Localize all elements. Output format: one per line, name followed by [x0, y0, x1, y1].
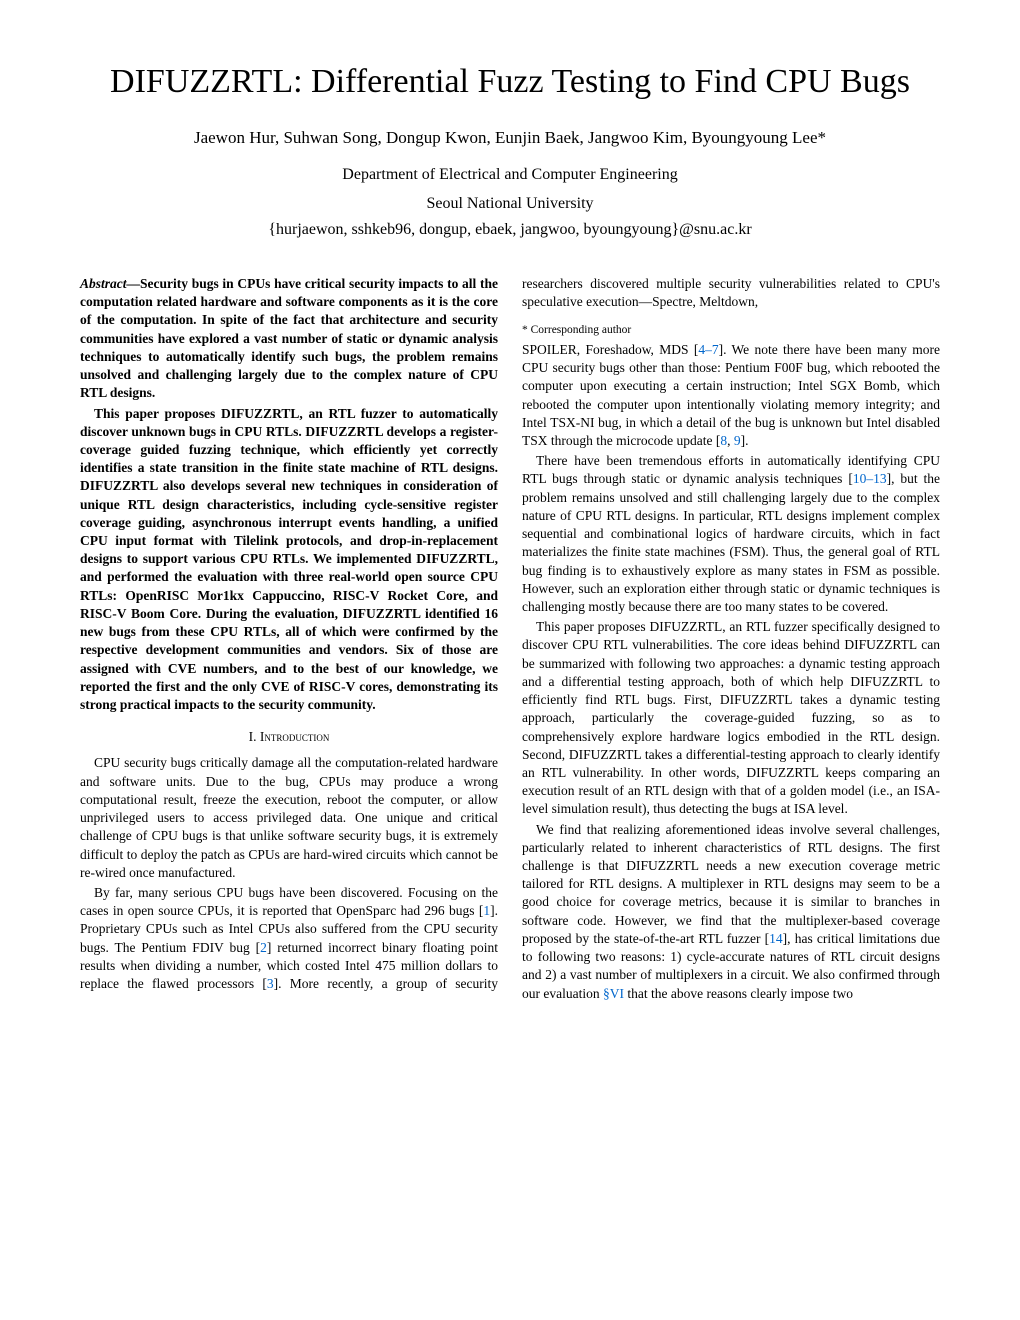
abs-p2f: RTL identified 16 new bugs from these CP…: [80, 606, 498, 712]
difuzz-sc-6: IFUZZ: [659, 619, 697, 634]
affiliation-univ: Seoul National University: [80, 193, 940, 215]
authors-line: Jaewon Hur, Suhwan Song, Dongup Kwon, Eu…: [80, 128, 940, 148]
difuzz-sc-3: IFUZZ: [90, 478, 131, 493]
difuzz-sc-9: IFUZZ: [730, 692, 768, 707]
intro-p1: CPU security bugs critically damage all …: [80, 754, 498, 882]
title-text-2: RTL: Differential Fuzz Testing to Find C…: [231, 63, 910, 100]
difuzz-sc-11: IFUZZ: [756, 765, 794, 780]
affiliation-dept: Department of Electrical and Computer En…: [80, 164, 940, 186]
footnote-corresponding: * Corresponding author: [522, 323, 940, 339]
difuzz-sc-1: IFUZZ: [231, 406, 272, 421]
col2-p2: There have been tremendous efforts in au…: [522, 452, 940, 616]
abs-p2a: This paper proposes D: [94, 406, 231, 421]
intro-p2a: By far, many serious CPU bugs have been …: [80, 885, 498, 918]
col2-p4d: that the above reasons clearly impose tw…: [624, 986, 853, 1001]
difuzz-sc-10: IFUZZ: [579, 747, 617, 762]
difuzz-sc-7: IFUZZ: [854, 637, 892, 652]
ref-14[interactable]: 14: [769, 931, 783, 946]
difuzz-sc-2: IFUZZ: [315, 424, 356, 439]
ref-2[interactable]: 2: [260, 940, 267, 955]
ref-4-7[interactable]: 4–7: [698, 342, 718, 357]
difuzz-sc-12: IFUZZ: [636, 858, 674, 873]
section-1-heading: I. Introduction: [80, 728, 498, 746]
difuzz-sc-5: IFUZZ: [352, 606, 393, 621]
two-column-body: Abstract—Security bugs in CPUs have crit…: [80, 275, 940, 1003]
title-smallcaps: IFUZZ: [135, 63, 231, 100]
paper-title: DIFUZZRTL: Differential Fuzz Testing to …: [80, 60, 940, 104]
ref-9[interactable]: 9: [734, 433, 741, 448]
col2-p2b: ], but the problem remains unsolved and …: [522, 471, 940, 614]
col2-p1: SPOILER, Foreshadow, MDS [4–7]. We note …: [522, 341, 940, 450]
difuzz-sc-8: IFUZZ: [860, 674, 898, 689]
difuzz-sc-4: IFUZZ: [426, 551, 467, 566]
col2-p1c: ].: [741, 433, 749, 448]
col2-p3a: This paper proposes D: [536, 619, 659, 634]
col2-p3: This paper proposes DIFUZZRTL, an RTL fu…: [522, 618, 940, 818]
emails-line: {hurjaewon, sshkeb96, dongup, ebaek, jan…: [80, 221, 940, 239]
ref-10-13[interactable]: 10–13: [853, 471, 887, 486]
abstract-p1: Security bugs in CPUs have critical secu…: [80, 276, 498, 400]
title-text-1: D: [110, 63, 135, 100]
col2-p4: We find that realizing aforementioned id…: [522, 821, 940, 1003]
abstract-paragraph-1: Abstract—Security bugs in CPUs have crit…: [80, 275, 498, 403]
ref-sec-vi[interactable]: §VI: [603, 986, 624, 1001]
comma-1: ,: [727, 433, 734, 448]
abstract-paragraph-2: This paper proposes DIFUZZRTL, an RTL fu…: [80, 405, 498, 715]
abstract-label: Abstract—: [80, 276, 140, 291]
ref-3[interactable]: 3: [267, 976, 274, 991]
col2-p1a: SPOILER, Foreshadow, MDS [: [522, 342, 698, 357]
